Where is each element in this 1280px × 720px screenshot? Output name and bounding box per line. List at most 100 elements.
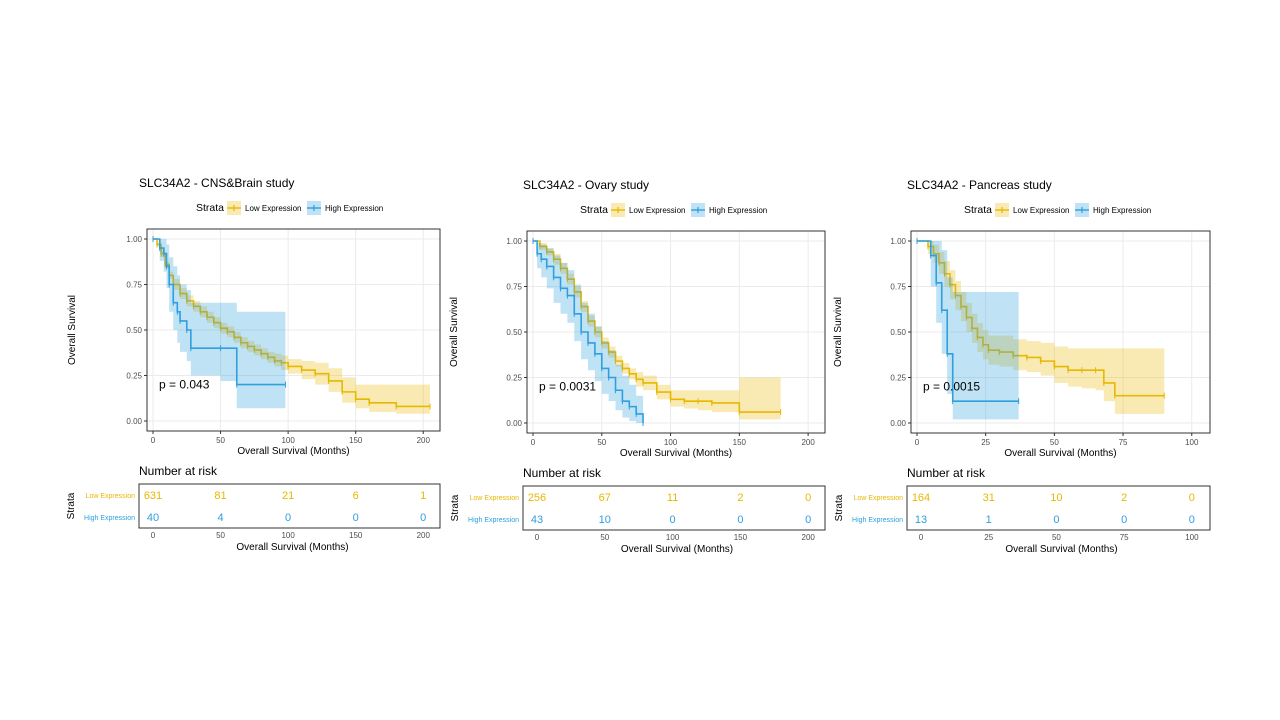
chart-panel-2: SLC34A2 - Pancreas study Strata Low Expres… [833,178,1211,555]
risk-count: 4 [217,512,223,524]
legend: Strata Low Expression High Expression [196,201,383,215]
x-tick-label: 50 [597,438,606,447]
risk-x-tick-label: 100 [281,531,295,540]
risk-x-tick-label: 50 [600,533,609,542]
risk-x-tick-label: 50 [1052,533,1061,542]
p-value: p = 0.043 [159,378,210,392]
risk-x-tick-label: 0 [919,533,924,542]
risk-x-tick-label: 150 [734,533,748,542]
risk-x-tick-label: 25 [984,533,993,542]
risk-count: 0 [1189,492,1195,504]
y-tick-label: 0.75 [506,283,522,292]
risk-count: 10 [1050,492,1062,504]
y-tick-label: 1.00 [890,237,906,246]
x-tick-label: 200 [801,438,815,447]
risk-x-tick-label: 200 [802,533,816,542]
risk-row-label: Low Expression [470,495,520,502]
series-high [916,238,1020,420]
y-tick-label: 0.25 [126,372,142,381]
risk-x-axis-label: Overall Survival (Months) [621,544,733,555]
risk-count: 256 [528,492,546,504]
legend-title: Strata [580,204,608,216]
risk-table: Number at risk Low Expression 631 81 21 6 1 Hig… [66,464,441,553]
p-value: p = 0.0031 [539,380,596,394]
risk-row-label: High Expression [852,517,903,524]
risk-count: 31 [983,492,995,504]
risk-table: Number at risk Low Expression 256 67 11 2 0 Hig… [450,466,826,555]
legend: Strata Low Expression High Expression [964,203,1151,217]
y-tick-label: 0.00 [506,419,522,428]
risk-count: 631 [144,490,162,502]
risk-count: 81 [214,490,226,502]
chart-title: SLC34A2 - Pancreas study [907,178,1052,192]
risk-table-title: Number at risk [907,466,986,480]
y-tick-label: 0.25 [890,374,906,383]
risk-count: 40 [147,512,159,524]
x-tick-label: 150 [733,438,747,447]
risk-x-tick-label: 0 [151,531,156,540]
risk-count: 0 [670,514,676,526]
legend-label: Low Expression [629,206,685,215]
x-tick-label: 100 [1185,438,1199,447]
risk-count: 11 [667,492,678,504]
y-tick-label: 0.00 [126,417,142,426]
plot-area [910,230,1211,434]
risk-count: 0 [1121,514,1127,526]
risk-x-tick-label: 50 [216,531,225,540]
x-axis-label: Overall Survival (Months) [1004,448,1116,459]
x-tick-label: 75 [1119,438,1128,447]
y-tick-label: 0.00 [890,419,906,428]
x-tick-label: 200 [417,436,431,445]
series-low [532,238,782,420]
risk-row-label: Low Expression [86,493,136,500]
legend-label: High Expression [1093,206,1151,215]
y-tick-label: 1.00 [506,237,522,246]
x-axis-label: Overall Survival (Months) [237,446,349,457]
y-tick-label: 0.50 [126,326,142,335]
plot-area [146,228,441,432]
risk-x-tick-label: 0 [535,533,540,542]
p-value: p = 0.0015 [923,380,980,394]
risk-count: 13 [915,514,927,526]
risk-x-tick-label: 150 [349,531,363,540]
x-tick-label: 150 [349,436,363,445]
risk-count: 0 [1189,514,1195,526]
risk-table-frame [522,485,826,531]
risk-table-title: Number at risk [139,464,218,478]
risk-row-label: Low Expression [854,495,904,502]
legend-label: Low Expression [1013,206,1069,215]
risk-y-axis-label: Strata [450,494,461,521]
chart-title: SLC34A2 - CNS&Brain study [139,176,294,190]
legend-label: Low Expression [245,204,301,213]
risk-count: 0 [285,512,291,524]
ci-band [153,239,430,414]
risk-table-frame [906,485,1211,531]
x-tick-label: 50 [1050,438,1059,447]
legend-title: Strata [196,202,224,214]
y-tick-label: 0.50 [506,328,522,337]
risk-row-label: High Expression [84,515,135,522]
risk-count: 43 [531,514,543,526]
risk-count: 0 [353,512,359,524]
legend-title: Strata [964,204,992,216]
risk-x-tick-label: 200 [417,531,431,540]
risk-count: 0 [1053,514,1059,526]
risk-y-axis-label: Strata [834,494,845,521]
risk-count: 2 [737,492,743,504]
risk-count: 1 [986,514,992,526]
series-high [152,236,286,409]
risk-count: 67 [599,492,611,504]
x-tick-label: 50 [216,436,225,445]
legend: Strata Low Expression High Expression [580,203,767,217]
plot-area [526,230,826,434]
x-tick-label: 0 [915,438,920,447]
risk-count: 0 [805,514,811,526]
risk-x-tick-label: 100 [1185,533,1199,542]
x-tick-label: 100 [281,436,295,445]
chart-panel-0: SLC34A2 - CNS&Brain study Strata Low Expre… [66,176,441,553]
risk-count: 2 [1121,492,1127,504]
y-tick-label: 0.25 [506,374,522,383]
y-axis-label: Overall Survival [67,295,78,365]
y-axis-label: Overall Survival [833,297,844,367]
